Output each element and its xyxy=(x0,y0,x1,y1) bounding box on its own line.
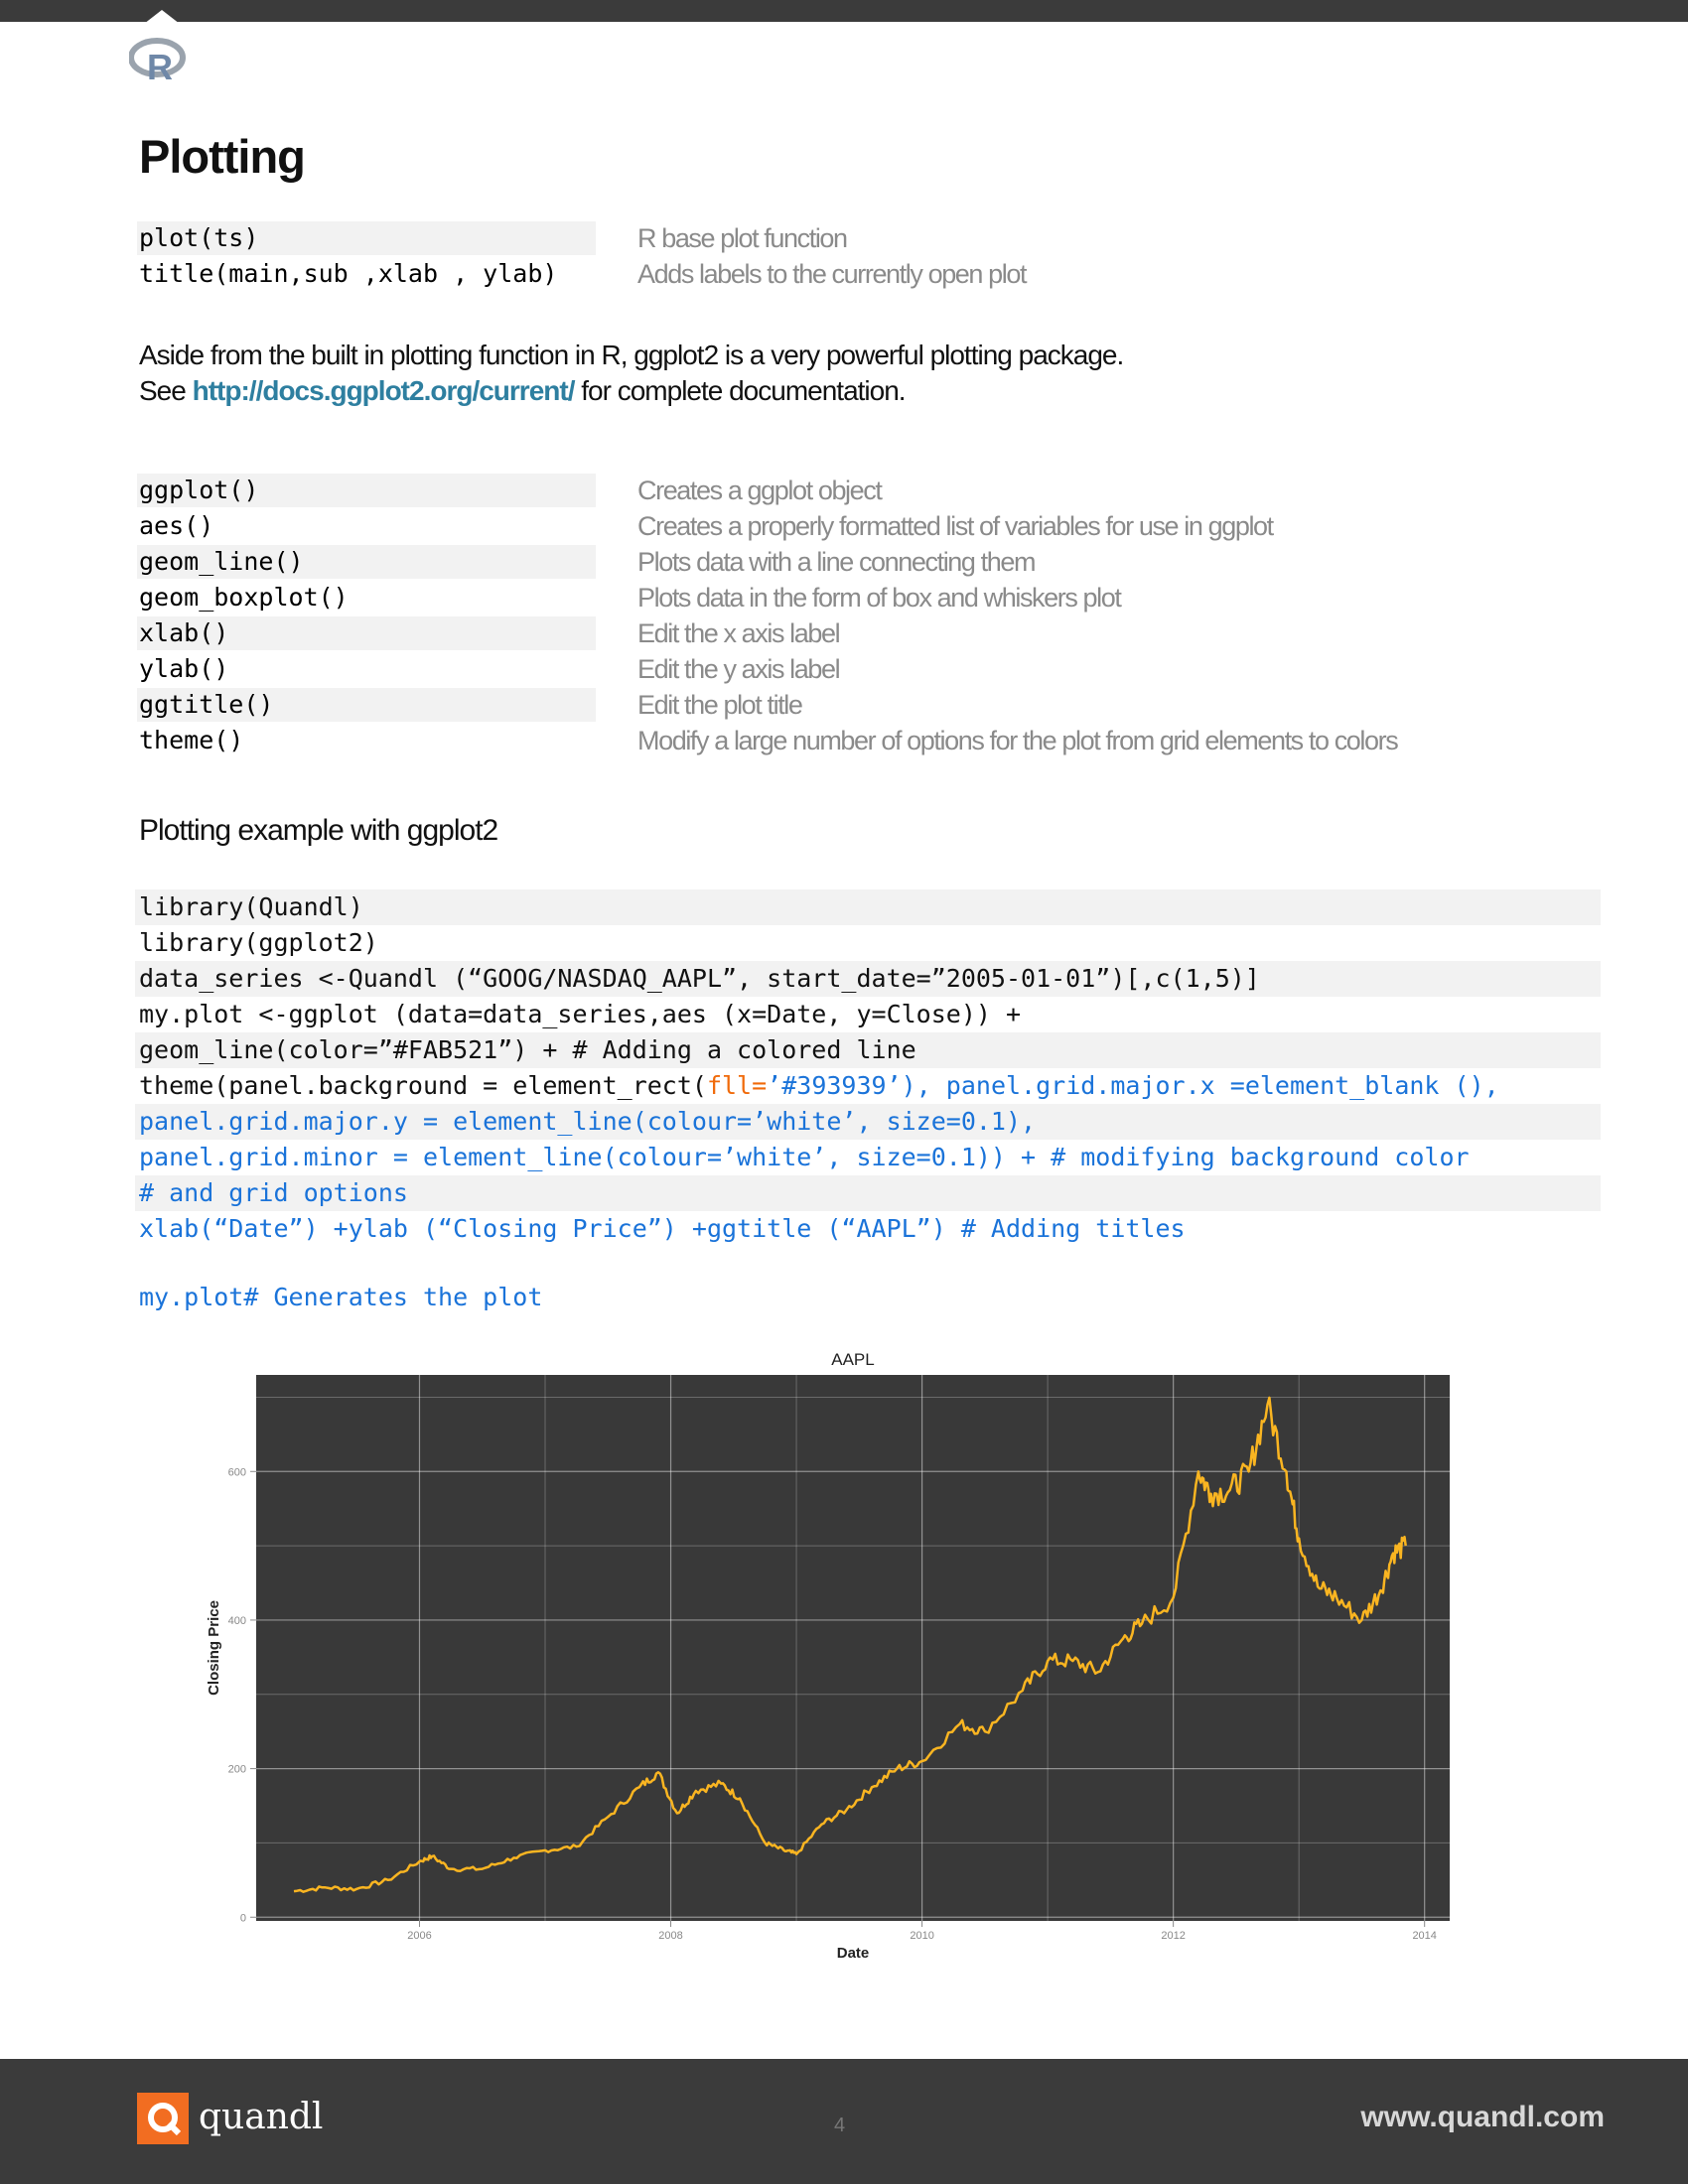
intro-after-link: for complete documentation. xyxy=(581,375,905,406)
function-description: Edit the x axis label xyxy=(637,618,839,649)
function-row: theme() Modify a large number of options… xyxy=(137,723,1597,758)
quandl-logo-icon xyxy=(137,2093,189,2144)
base-function-table: plot(ts) R base plot function title(main… xyxy=(137,220,1597,292)
code-line: # and grid options xyxy=(135,1175,1601,1211)
function-row: plot(ts) R base plot function xyxy=(137,220,1597,256)
y-tick-label: 400 xyxy=(228,1615,246,1627)
function-code: ylab() xyxy=(137,652,596,686)
code-line: panel.grid.major.y = element_line(colour… xyxy=(135,1104,1601,1140)
function-row: ggplot() Creates a ggplot object xyxy=(137,473,1597,508)
ggplot2-docs-link[interactable]: http://docs.ggplot2.org/current/ xyxy=(193,375,575,406)
function-code: ggtitle() xyxy=(137,688,596,722)
code-line: my.plot <-ggplot (data=data_series,aes (… xyxy=(135,997,1601,1032)
function-row: geom_boxplot() Plots data in the form of… xyxy=(137,580,1597,615)
intro-line-1: Aside from the built in plotting functio… xyxy=(139,338,1123,373)
x-tick-label: 2006 xyxy=(407,1930,431,1942)
code-segment: theme(panel.background = element_rect( xyxy=(139,1071,707,1100)
aapl-line-chart: 0 200 400 600 2006 2008 2010 2012 2014 AAPL Date… xyxy=(199,1345,1470,1971)
code-line: geom_line(color=”#FAB521”) + # Adding a … xyxy=(135,1032,1601,1068)
function-description: Adds labels to the currently open plot xyxy=(637,259,1026,290)
function-description: Plots data with a line connecting them xyxy=(637,547,1035,578)
function-code: xlab() xyxy=(137,616,596,650)
function-code: theme() xyxy=(137,724,596,757)
x-tick-label: 2008 xyxy=(658,1930,682,1942)
function-code: geom_boxplot() xyxy=(137,581,596,614)
function-description: R base plot function xyxy=(637,223,847,254)
x-tick-label: 2012 xyxy=(1161,1930,1185,1942)
x-tick-label: 2010 xyxy=(910,1930,933,1942)
ggplot-function-table: ggplot() Creates a ggplot object aes() C… xyxy=(137,473,1597,758)
footer-url[interactable]: www.quandl.com xyxy=(1360,2101,1605,2134)
code-line: library(ggplot2) xyxy=(135,925,1601,961)
footer: quandl 4 www.quandl.com xyxy=(0,2059,1688,2184)
top-bar xyxy=(0,0,1688,22)
r-logo-icon: R xyxy=(129,36,189,85)
code-line: xlab(“Date”) +ylab (“Closing Price”) +gg… xyxy=(135,1211,1601,1247)
function-row: ggtitle() Edit the plot title xyxy=(137,687,1597,723)
code-line: theme(panel.background = element_rect(fl… xyxy=(135,1068,1601,1104)
function-description: Creates a properly formatted list of var… xyxy=(637,511,1273,542)
footer-brand: quandl xyxy=(199,2097,323,2137)
code-line: library(Quandl) xyxy=(135,889,1601,925)
code-example: library(Quandl) library(ggplot2) data_se… xyxy=(135,889,1601,1247)
page-title: Plotting xyxy=(139,129,305,184)
function-row: aes() Creates a properly formatted list … xyxy=(137,508,1597,544)
function-row: geom_line() Plots data with a line conne… xyxy=(137,544,1597,580)
function-code: ggplot() xyxy=(137,474,596,507)
function-description: Edit the y axis label xyxy=(637,654,839,685)
intro-paragraph: Aside from the built in plotting functio… xyxy=(139,338,1123,409)
r-logo-letter: R xyxy=(147,47,173,85)
code-line-generate: my.plot# Generates the plot xyxy=(139,1283,542,1311)
function-code: aes() xyxy=(137,509,596,543)
function-description: Creates a ggplot object xyxy=(637,476,881,506)
page-number: 4 xyxy=(834,2115,845,2137)
example-heading: Plotting example with ggplot2 xyxy=(139,814,497,848)
function-row: ylab() Edit the y axis label xyxy=(137,651,1597,687)
chart-title: AAPL xyxy=(831,1350,874,1369)
function-row: title(main,sub ,xlab , ylab) Adds labels… xyxy=(137,256,1597,292)
function-code: plot(ts) xyxy=(137,221,596,255)
intro-see: See xyxy=(139,375,186,406)
function-row: xlab() Edit the x axis label xyxy=(137,615,1597,651)
function-code: title(main,sub ,xlab , ylab) xyxy=(137,257,596,291)
y-tick-label: 0 xyxy=(240,1912,246,1924)
code-line: panel.grid.minor = element_line(colour=’… xyxy=(135,1140,1601,1175)
function-code: geom_line() xyxy=(137,545,596,579)
function-description: Plots data in the form of box and whiske… xyxy=(637,583,1121,614)
x-tick-label: 2014 xyxy=(1412,1930,1436,1942)
y-tick-label: 600 xyxy=(228,1466,246,1478)
code-line: data_series <-Quandl (“GOOG/NASDAQ_AAPL”… xyxy=(135,961,1601,997)
chart-panel xyxy=(256,1375,1450,1921)
code-segment-highlight: fll= xyxy=(707,1071,767,1100)
y-axis-label: Closing Price xyxy=(206,1600,222,1696)
function-description: Modify a large number of options for the… xyxy=(637,726,1397,756)
y-tick-label: 200 xyxy=(228,1764,246,1776)
function-description: Edit the plot title xyxy=(637,690,802,721)
code-segment: ’#393939’), panel.grid.major.x =element_… xyxy=(767,1071,1499,1100)
top-bar-notch xyxy=(144,10,180,24)
x-axis-label: Date xyxy=(837,1945,870,1962)
intro-line-2: See http://docs.ggplot2.org/current/ for… xyxy=(139,373,1123,409)
